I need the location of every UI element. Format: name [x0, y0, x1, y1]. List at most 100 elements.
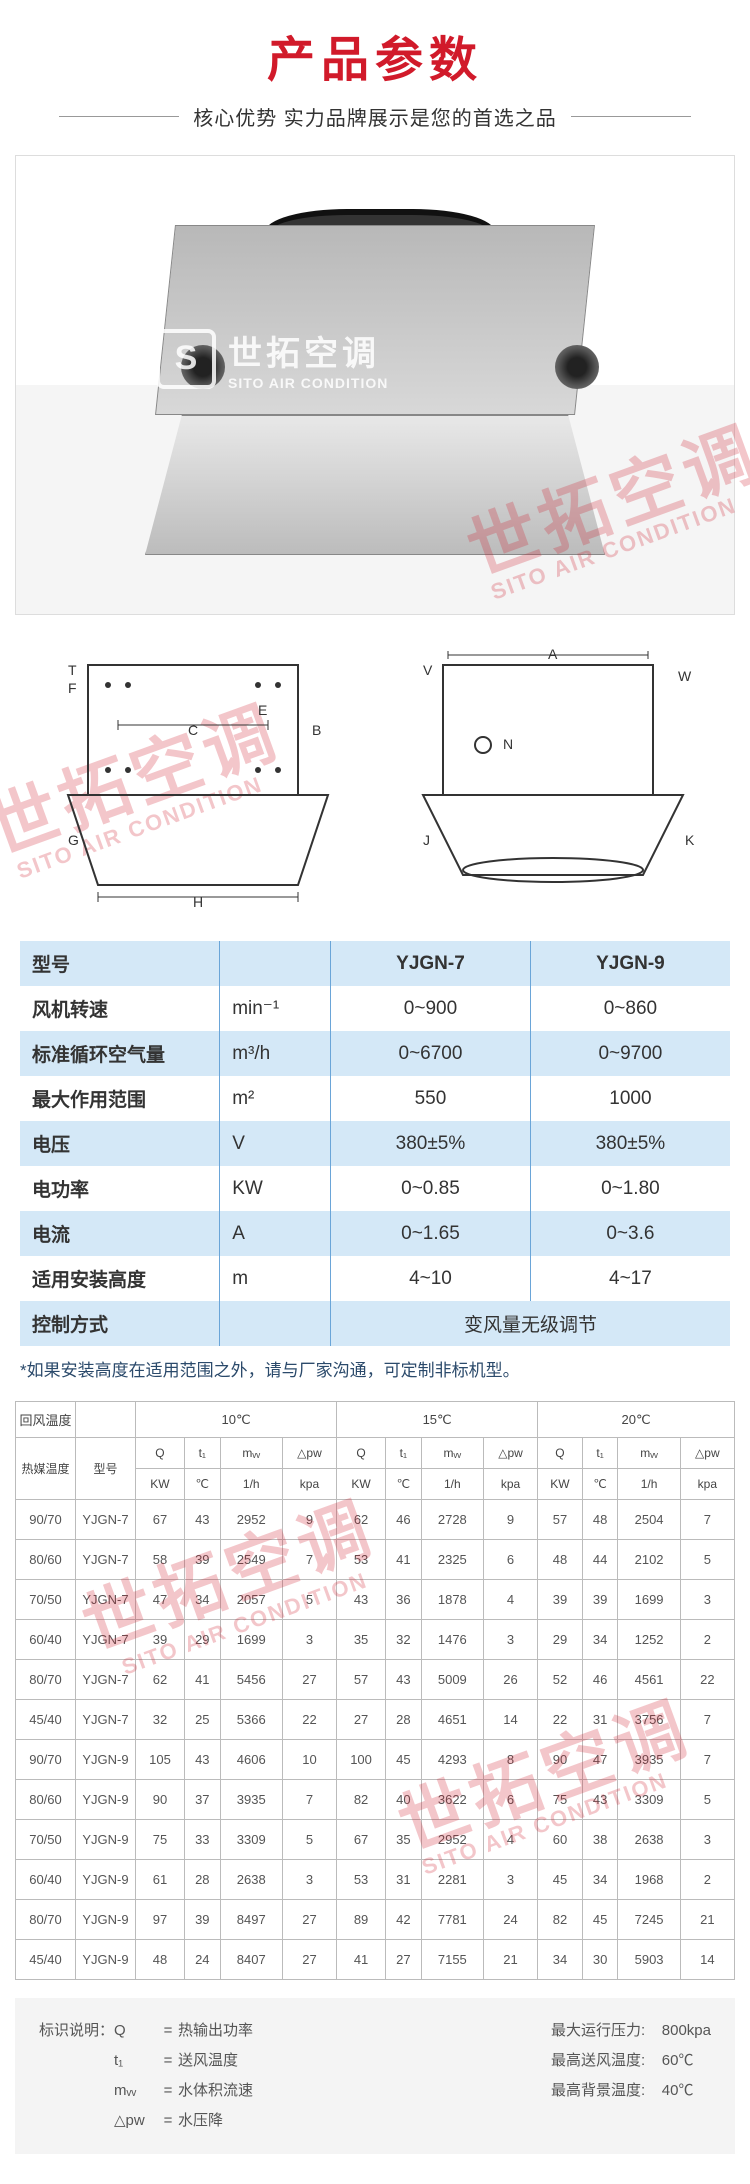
- cell: 34: [582, 1860, 618, 1900]
- cell: 45/40: [16, 1940, 76, 1980]
- cell: 2057: [220, 1580, 282, 1620]
- cell: 45: [386, 1740, 422, 1780]
- cell: YJGN-9: [76, 1780, 136, 1820]
- cell: 28: [386, 1700, 422, 1740]
- cell: 45/40: [16, 1700, 76, 1740]
- cell: 89: [337, 1900, 386, 1940]
- cell: 34: [582, 1620, 618, 1660]
- cell: 43: [184, 1740, 220, 1780]
- cell: 75: [538, 1780, 583, 1820]
- divider: [571, 116, 691, 117]
- cell: 58: [136, 1540, 185, 1580]
- cell: t₁: [184, 1438, 220, 1469]
- cell: Q: [337, 1438, 386, 1469]
- cell: 38: [582, 1820, 618, 1860]
- cell: 53: [337, 1540, 386, 1580]
- cell: 控制方式: [20, 1301, 220, 1346]
- cell: t₁: [582, 1438, 618, 1469]
- cell: 70/50: [16, 1580, 76, 1620]
- cell: 7245: [618, 1900, 680, 1940]
- cell: 40: [386, 1780, 422, 1820]
- cell: 35: [337, 1620, 386, 1660]
- cell: kpa: [282, 1469, 336, 1500]
- cell: 4~10: [331, 1256, 531, 1301]
- cell: m: [220, 1256, 331, 1301]
- cell: 27: [282, 1660, 336, 1700]
- cell: 0~9700: [530, 1031, 730, 1076]
- cell: 3: [680, 1820, 734, 1860]
- cell: 14: [680, 1940, 734, 1980]
- cell: ℃: [184, 1469, 220, 1500]
- cell: ℃: [582, 1469, 618, 1500]
- cell: 550: [331, 1076, 531, 1121]
- cell: 5: [282, 1580, 336, 1620]
- cell: 27: [282, 1940, 336, 1980]
- cell: 5456: [220, 1660, 282, 1700]
- cell: 42: [386, 1900, 422, 1940]
- cell: 53: [337, 1860, 386, 1900]
- cell: 4561: [618, 1660, 680, 1700]
- table-row: 80/60YJGN-7583925497534123256484421025: [16, 1540, 735, 1580]
- svg-text:A: A: [548, 646, 558, 662]
- cell: 22: [538, 1700, 583, 1740]
- cell: 3: [483, 1860, 537, 1900]
- cell: 43: [184, 1500, 220, 1540]
- cell: 46: [582, 1660, 618, 1700]
- legend-item: 最高送风温度: 60℃: [551, 2046, 711, 2076]
- cell: 43: [386, 1660, 422, 1700]
- cell: 7: [282, 1540, 336, 1580]
- cell: 48: [538, 1540, 583, 1580]
- cell: 67: [337, 1820, 386, 1860]
- cell: 2325: [421, 1540, 483, 1580]
- cell: 380±5%: [331, 1121, 531, 1166]
- cell: 39: [582, 1580, 618, 1620]
- cell: 4606: [220, 1740, 282, 1780]
- cell: 2281: [421, 1860, 483, 1900]
- table-row: 60/40YJGN-9612826383533122813453419682: [16, 1860, 735, 1900]
- svg-text:T: T: [68, 662, 77, 678]
- cell: 3756: [618, 1700, 680, 1740]
- cell: 0~1.65: [331, 1211, 531, 1256]
- cell: [220, 1301, 331, 1346]
- cell: 热媒温度: [16, 1438, 76, 1500]
- diagram-front: V A W N J K: [393, 645, 713, 915]
- cell: 1878: [421, 1580, 483, 1620]
- dimension-diagrams: 世拓空调 SITO AIR CONDITION TF C E B G H V: [0, 615, 750, 935]
- cell: 29: [184, 1620, 220, 1660]
- cell: 21: [680, 1900, 734, 1940]
- legend-left: 标识说明：Q=热输出功率标识说明：t₁=送风温度标识说明：mᵥᵥ=水体积流速标识…: [39, 2016, 253, 2136]
- spec-note: *如果安装高度在适用范围之外，请与厂家沟通，可定制非标机型。: [20, 1356, 730, 1381]
- cell: 2728: [421, 1500, 483, 1540]
- logo-icon: S: [156, 329, 216, 389]
- cell: 57: [337, 1660, 386, 1700]
- cell: 2: [680, 1620, 734, 1660]
- cell: 5366: [220, 1700, 282, 1740]
- cell: 电压: [20, 1121, 220, 1166]
- cell: 45: [538, 1860, 583, 1900]
- unit-bottom: [145, 415, 605, 555]
- legend-item: 标识说明：t₁=送风温度: [39, 2046, 253, 2076]
- cell: KW: [538, 1469, 583, 1500]
- cell: 变风量无级调节: [331, 1301, 730, 1346]
- cell: 4: [483, 1820, 537, 1860]
- cell: 21: [483, 1940, 537, 1980]
- cell: 34: [184, 1580, 220, 1620]
- cell: 25: [184, 1700, 220, 1740]
- cell: 14: [483, 1700, 537, 1740]
- cell: [220, 941, 331, 986]
- divider: [59, 116, 179, 117]
- svg-text:K: K: [685, 832, 695, 848]
- spec-table: 型号YJGN-7YJGN-9风机转速min⁻¹0~9000~860标准循环空气量…: [20, 941, 730, 1346]
- cell: 4651: [421, 1700, 483, 1740]
- cell: KW: [220, 1166, 331, 1211]
- cell: 8497: [220, 1900, 282, 1940]
- cell: YJGN-9: [76, 1900, 136, 1940]
- cell: 27: [337, 1700, 386, 1740]
- svg-text:H: H: [193, 894, 203, 910]
- cell: 7: [680, 1500, 734, 1540]
- cell: 2952: [421, 1820, 483, 1860]
- cell: 1968: [618, 1860, 680, 1900]
- cell: 适用安装高度: [20, 1256, 220, 1301]
- cell: 47: [582, 1740, 618, 1780]
- svg-text:B: B: [312, 722, 321, 738]
